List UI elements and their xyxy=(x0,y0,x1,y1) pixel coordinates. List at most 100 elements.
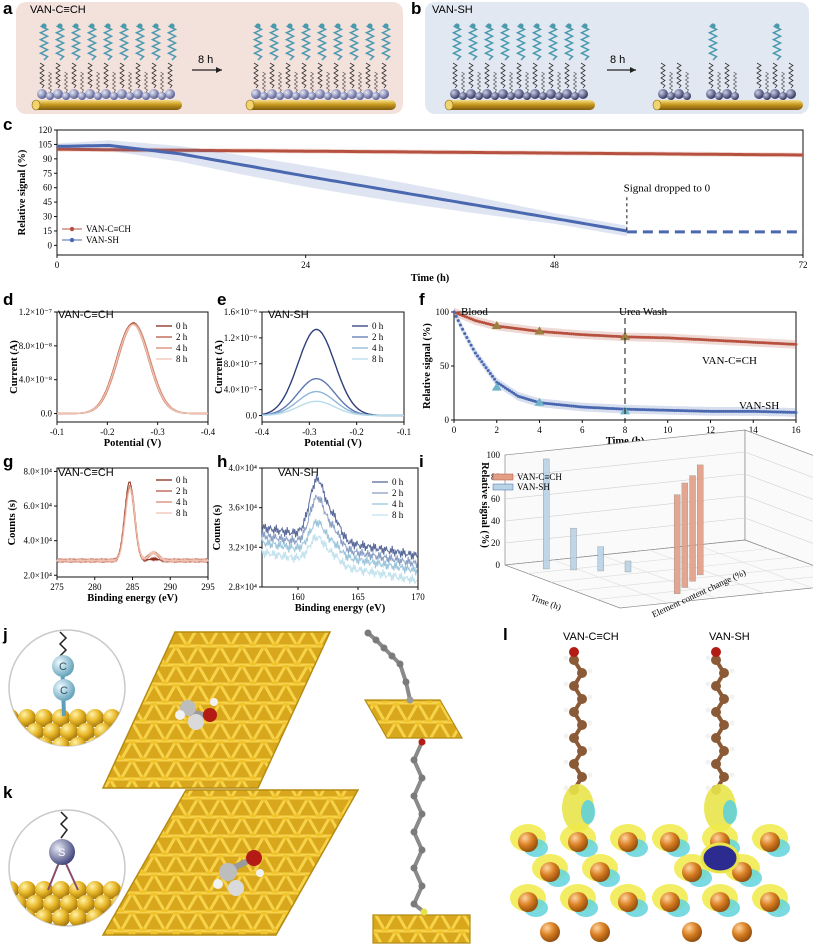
redox-reporter xyxy=(335,23,341,29)
chart-f: 0 2 4 6 8 10 12 14 16 0 50 100 Time (h) Relative sign… xyxy=(422,307,801,447)
alkyl-chain xyxy=(87,62,93,89)
atom xyxy=(418,810,426,818)
legend-entry: 0 h xyxy=(176,321,188,331)
hydrogen-atom xyxy=(705,681,711,687)
bar-alkyne xyxy=(681,482,689,588)
y-tick-label: 1.2×10⁻⁷ xyxy=(19,307,52,317)
x-tick-label: 295 xyxy=(201,582,215,592)
y-tick-label: 0.0 xyxy=(246,411,258,421)
anchor-atom xyxy=(658,89,668,99)
data-point xyxy=(719,339,723,343)
redox-reporter xyxy=(303,23,309,29)
data-point xyxy=(674,336,678,340)
data-point xyxy=(632,335,636,339)
data-point xyxy=(495,380,499,384)
anchor-atom xyxy=(491,92,499,100)
data-point xyxy=(550,330,554,334)
data-point xyxy=(738,409,742,413)
data-point xyxy=(747,340,751,344)
y-tick-label: 100 xyxy=(436,307,450,317)
panel-d-letter: d xyxy=(3,290,13,309)
bar-thiol xyxy=(597,546,604,572)
y-tick-label: 6.0×10⁴ xyxy=(24,501,52,511)
data-point xyxy=(788,342,792,346)
data-point xyxy=(570,332,574,336)
legend-entry: VAN-SH xyxy=(517,482,550,492)
substrate-atom xyxy=(710,892,730,912)
x-axis-label: Time (h) xyxy=(606,436,645,447)
gold-atom xyxy=(52,881,70,899)
data-point xyxy=(488,371,492,375)
grid-line xyxy=(600,554,717,599)
gold-atom xyxy=(60,723,78,741)
hydrogen-atom xyxy=(729,720,735,726)
redox-reporter xyxy=(137,23,143,29)
data-point xyxy=(702,409,706,413)
data-point xyxy=(711,338,715,342)
chart-c: 0 24 48 72 0 15 30 45 60 75 90 105 120 Time (h) Relati… xyxy=(17,125,808,284)
legend-entry: 4 h xyxy=(176,497,188,507)
data-point xyxy=(454,314,458,318)
carbon-atom-icon xyxy=(53,679,75,701)
hydrogen-atom xyxy=(563,733,569,739)
gold-atom xyxy=(86,881,104,899)
y-tick-label: 4.0×10⁻⁷ xyxy=(224,385,257,395)
monolayer-after xyxy=(251,23,392,100)
anchor-atom xyxy=(523,92,531,100)
data-point xyxy=(751,340,755,344)
alkyl-chain-icon xyxy=(58,631,68,657)
hydrogen-atom xyxy=(705,785,711,791)
data-point xyxy=(655,408,659,412)
spacer-chain xyxy=(373,71,379,93)
anchor-atom xyxy=(324,92,332,100)
data-point xyxy=(467,339,471,343)
data-point xyxy=(756,340,760,344)
gold-atom xyxy=(26,895,44,913)
data-point xyxy=(649,335,653,339)
gold-atom xyxy=(60,895,78,913)
dna-strand xyxy=(316,25,328,61)
gold-electrode-left xyxy=(444,99,595,111)
redox-reporter xyxy=(582,23,588,29)
substrate-atom xyxy=(682,862,702,882)
data-point xyxy=(585,405,589,409)
substrate-atom xyxy=(760,832,780,852)
panel-f-letter: f xyxy=(419,290,425,309)
anchor-atom xyxy=(507,92,515,100)
data-point xyxy=(610,334,614,338)
data-point xyxy=(657,336,661,340)
data-point xyxy=(642,335,646,339)
data-point xyxy=(587,405,591,409)
data-point xyxy=(478,357,482,361)
anchor-atom xyxy=(546,89,556,99)
y-tick-label: 0 xyxy=(48,240,53,250)
anchor-atom xyxy=(715,92,723,100)
gold-atom xyxy=(35,737,53,746)
sulfur-density-core xyxy=(700,842,740,874)
data-point xyxy=(723,409,727,413)
data-point xyxy=(790,410,794,414)
y-axis-label: Relative signal (%) xyxy=(17,149,28,235)
series-line-1 xyxy=(57,143,628,233)
spacer-chain xyxy=(508,71,514,93)
hydrogen-atom xyxy=(587,694,593,700)
panel-d-title: VAN-C≡CH xyxy=(58,309,114,321)
anchor-atom xyxy=(356,92,364,100)
x-tick-label: 48 xyxy=(550,260,560,270)
x-axis-label: Binding energy (eV) xyxy=(295,603,386,614)
y-tick-label: 4.0×10⁻⁸ xyxy=(19,375,52,385)
spacer-chain xyxy=(79,71,85,93)
redox-reporter xyxy=(470,23,476,29)
data-point xyxy=(632,407,636,411)
data-point xyxy=(501,384,505,388)
rod-end xyxy=(31,99,41,111)
y-axis-label: Counts (s) xyxy=(212,504,223,550)
data-point xyxy=(711,409,715,413)
gold-rod xyxy=(445,100,595,110)
redox-reporter xyxy=(502,23,508,29)
data-point xyxy=(730,339,734,343)
series-line-3 xyxy=(56,486,209,564)
spacer-chain xyxy=(780,71,786,93)
data-point xyxy=(634,335,638,339)
data-point xyxy=(544,330,548,334)
